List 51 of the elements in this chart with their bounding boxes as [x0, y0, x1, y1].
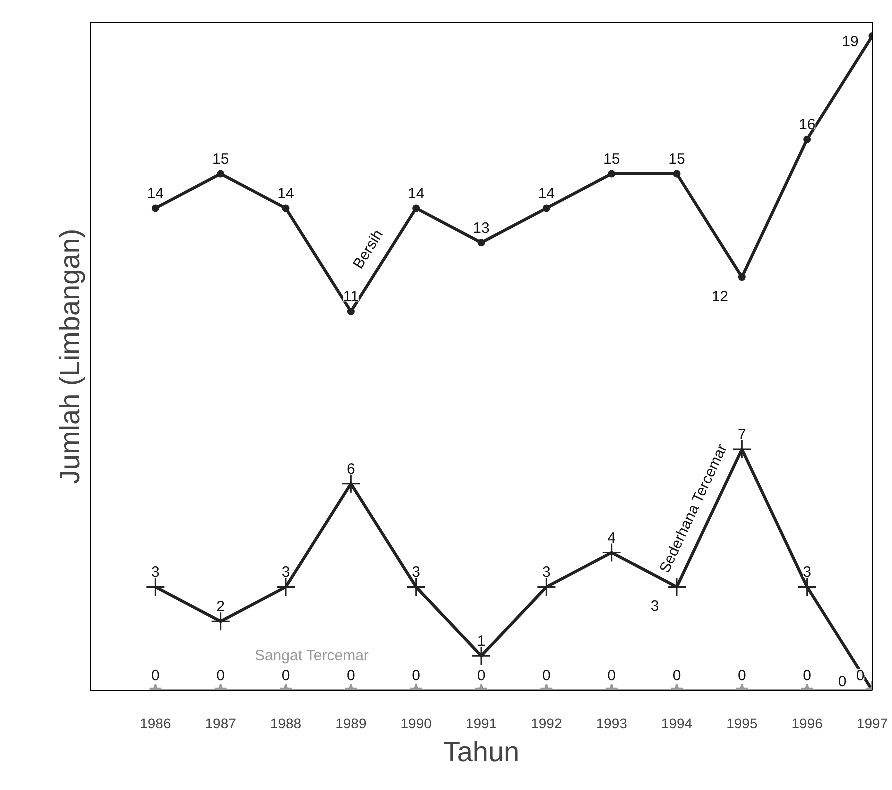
x-axis-title: Tahun — [443, 736, 520, 768]
x-tick-label: 1995 — [726, 716, 758, 732]
data-label: 7 — [738, 426, 746, 444]
x-tick-label: 1992 — [531, 716, 562, 732]
x-tick-label: 1986 — [140, 716, 172, 732]
series-label: Sangat Tercemar — [254, 648, 369, 664]
data-label: 3 — [151, 564, 160, 582]
data-label: 0 — [282, 668, 290, 684]
data-label: 0 — [477, 668, 486, 684]
data-label: 3 — [803, 564, 812, 582]
data-label: 3 — [542, 564, 551, 582]
data-label: 15 — [668, 151, 686, 168]
data-label: 3 — [282, 564, 290, 582]
data-label: 0 — [738, 668, 746, 684]
data-label: 0 — [151, 668, 160, 684]
data-label: 19 — [842, 33, 859, 50]
data-label: 16 — [798, 116, 816, 134]
data-label: 4 — [608, 530, 616, 547]
data-label: 15 — [603, 151, 620, 168]
data-label: 0 — [608, 668, 616, 684]
data-label: 2 — [216, 598, 226, 616]
x-tick-label: 1993 — [596, 716, 628, 732]
x-tick-label: 1990 — [400, 716, 432, 732]
data-label: 14 — [278, 185, 294, 202]
data-label: 0 — [856, 668, 865, 684]
data-label: 13 — [473, 220, 490, 237]
x-tick-label: 1989 — [336, 716, 367, 732]
x-tick-label: 1997 — [856, 716, 888, 732]
data-label: 15 — [212, 151, 230, 168]
data-label: 0 — [346, 668, 356, 684]
x-tick-label: 1988 — [270, 716, 302, 732]
data-label: 14 — [147, 185, 164, 202]
data-label: 0 — [542, 668, 551, 684]
data-label: 11 — [343, 288, 359, 306]
data-label: 14 — [408, 185, 425, 202]
data-label: 3 — [650, 598, 660, 616]
data-label: 12 — [712, 288, 729, 306]
x-tick-label: 1991 — [466, 716, 498, 732]
x-tick-label: 1994 — [661, 716, 693, 732]
data-label: 0 — [672, 668, 682, 684]
data-label: 1 — [477, 633, 486, 650]
data-label: 0 — [412, 668, 421, 684]
data-label: 0 — [216, 668, 226, 684]
data-label: 14 — [538, 185, 556, 202]
x-tick-label: 1987 — [205, 716, 237, 732]
data-label: 3 — [412, 564, 421, 582]
data-label: 0 — [838, 674, 847, 690]
data-label: 6 — [346, 460, 356, 478]
data-label: 0 — [803, 668, 812, 684]
x-tick-label: 1996 — [792, 716, 824, 732]
y-axis-title: Jumlah (Limbangan) — [54, 228, 86, 484]
